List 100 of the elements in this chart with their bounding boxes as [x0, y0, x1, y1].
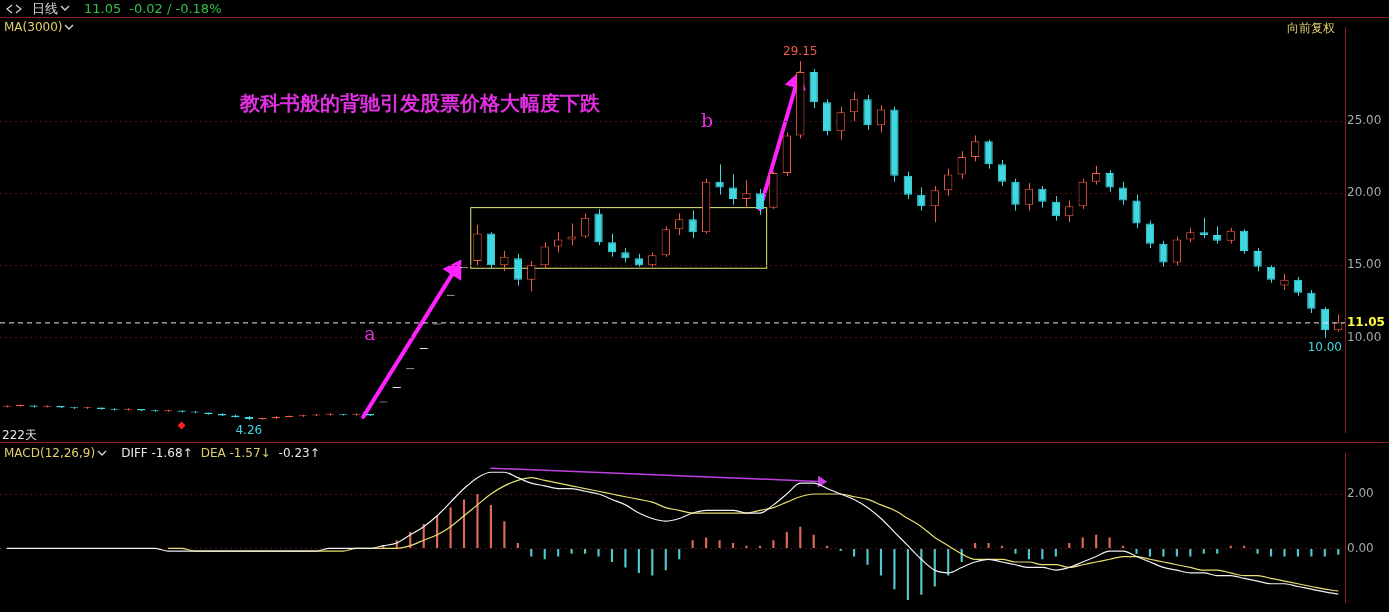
candlestick	[944, 168, 953, 197]
bar	[1296, 548, 1299, 557]
candlestick	[500, 250, 509, 272]
bar	[920, 548, 923, 595]
bar	[624, 548, 627, 568]
annotation: 10.00	[1307, 339, 1342, 354]
annotation: 222天	[2, 428, 37, 443]
candlestick	[1105, 169, 1114, 193]
candlestick	[567, 223, 576, 246]
bar	[1256, 548, 1259, 554]
annotation: MA(3000)	[4, 20, 64, 34]
text: 日线	[32, 0, 59, 18]
text: 11.05	[84, 1, 122, 16]
bar	[1175, 548, 1178, 557]
bar	[557, 548, 560, 557]
bar	[503, 521, 506, 548]
bar	[530, 548, 533, 557]
bar	[974, 542, 977, 548]
bar	[1162, 548, 1165, 557]
y-tick-label: 10.00	[1347, 329, 1382, 344]
bar	[1135, 548, 1138, 554]
bar	[1027, 548, 1030, 560]
y-tick-label: 2.00	[1347, 486, 1374, 501]
bar	[610, 548, 614, 562]
candlestick	[580, 212, 590, 239]
bar	[476, 494, 479, 548]
bar	[1202, 548, 1205, 554]
candlestick	[513, 253, 522, 287]
candlestick	[984, 139, 993, 170]
annotation: 向前复权	[1287, 20, 1335, 37]
bar	[799, 526, 802, 548]
y-tick-label: 0.00	[1347, 540, 1374, 555]
bar	[449, 507, 452, 548]
bar	[906, 548, 909, 601]
bar	[705, 537, 708, 548]
annotation: 4.26	[235, 422, 263, 437]
annotation: -0.23↑	[278, 446, 320, 460]
bar	[745, 545, 748, 548]
bar	[947, 548, 950, 576]
bar	[1041, 548, 1044, 560]
candlestick	[1172, 236, 1182, 266]
bar	[1095, 534, 1098, 548]
bar	[1081, 537, 1084, 548]
candlestick	[540, 241, 549, 269]
bar	[1108, 537, 1111, 548]
bar	[1216, 548, 1219, 554]
y-tick-label: 20.00	[1347, 185, 1382, 200]
bar	[637, 548, 640, 573]
candlestick	[1145, 220, 1155, 249]
candlestick	[755, 188, 765, 216]
candlestick	[957, 150, 966, 180]
bar	[731, 542, 735, 548]
bar	[1054, 548, 1057, 557]
y-tick-label: 25.00	[1347, 113, 1382, 128]
bar	[678, 548, 681, 560]
candlestick	[997, 159, 1007, 187]
bar	[893, 548, 896, 590]
bar	[597, 548, 600, 557]
y-tick-label: 15.00	[1347, 257, 1382, 272]
bar	[1068, 542, 1071, 548]
bar	[543, 548, 546, 560]
bar	[462, 499, 466, 548]
candlestick	[1199, 217, 1208, 239]
bar	[1189, 548, 1192, 557]
candlestick	[527, 260, 536, 292]
candlestick	[1253, 247, 1262, 272]
candlestick	[863, 94, 872, 131]
annotation: DEA -1.57↓	[200, 446, 271, 460]
bar	[584, 548, 587, 554]
ref-line-label: 11.05	[1347, 314, 1385, 329]
annotation: MACD(12,26,9)	[4, 446, 97, 460]
bar	[1269, 548, 1273, 557]
line-series	[6, 471, 1339, 595]
bar	[516, 542, 519, 548]
bar	[879, 548, 883, 576]
bar	[1310, 548, 1313, 557]
annotation: 29.15	[783, 44, 818, 59]
candlestick	[1024, 182, 1034, 212]
bar	[1014, 548, 1017, 554]
bar	[691, 540, 694, 548]
bar	[987, 542, 990, 548]
annotation: b	[700, 108, 714, 131]
bar	[772, 540, 775, 548]
annotation: a	[364, 321, 376, 344]
candlestick	[1159, 240, 1168, 268]
candlestick	[1307, 289, 1316, 314]
bar	[489, 504, 492, 548]
candlestick	[661, 225, 670, 258]
candlestick	[607, 233, 617, 258]
candlestick	[1051, 195, 1060, 222]
bar	[1337, 548, 1340, 555]
bar	[1323, 548, 1326, 557]
candlestick	[970, 134, 980, 162]
candlestick	[1132, 194, 1141, 229]
bar	[853, 548, 856, 557]
text: -0.02 / -0.18%	[129, 1, 222, 16]
annotation: DIFF -1.68↑	[121, 446, 193, 460]
bar	[718, 540, 721, 548]
bar	[651, 548, 654, 576]
bar	[812, 534, 815, 548]
